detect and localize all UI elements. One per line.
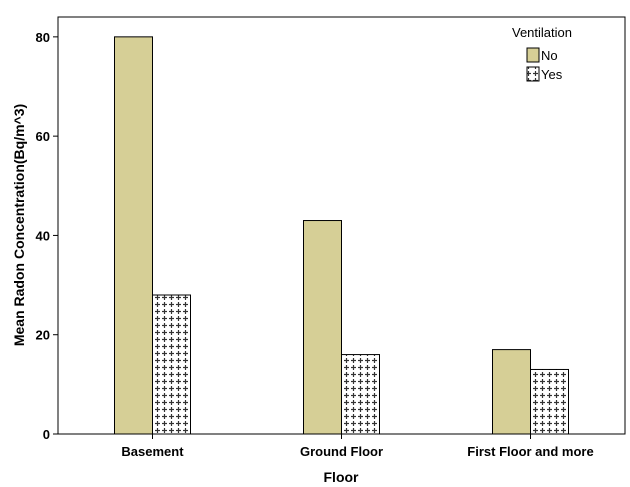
x-axis-title: Floor [324,469,360,485]
y-tick-label: 80 [36,30,50,45]
legend-label-yes: Yes [541,67,563,82]
bar-yes-first-floor-and-more [530,368,569,435]
x-tick-label: Ground Floor [300,444,383,459]
legend-swatch-yes [526,66,540,82]
y-axis-title: Mean Radon Concentration(Bq/m^3) [11,104,27,346]
bar-yes-basement [152,294,191,435]
y-axis: 0 20 40 60 80 [36,30,58,442]
y-tick-label: 60 [36,129,50,144]
y-tick-label: 0 [43,427,50,442]
bar-no-basement [114,36,153,435]
bar-no-ground-floor [303,220,342,435]
legend: Ventilation No Yes [512,25,572,82]
legend-swatch-no [526,47,540,63]
bars [114,36,569,435]
x-axis: Basement Ground Floor First Floor and more [121,434,594,459]
bar-no-first-floor-and-more [492,349,531,435]
legend-label-no: No [541,48,558,63]
y-tick-label: 20 [36,328,50,343]
x-tick-label: Basement [121,444,184,459]
legend-title: Ventilation [512,25,572,40]
x-tick-label: First Floor and more [467,444,593,459]
bar-yes-ground-floor [341,354,380,435]
y-tick-label: 40 [36,228,50,243]
